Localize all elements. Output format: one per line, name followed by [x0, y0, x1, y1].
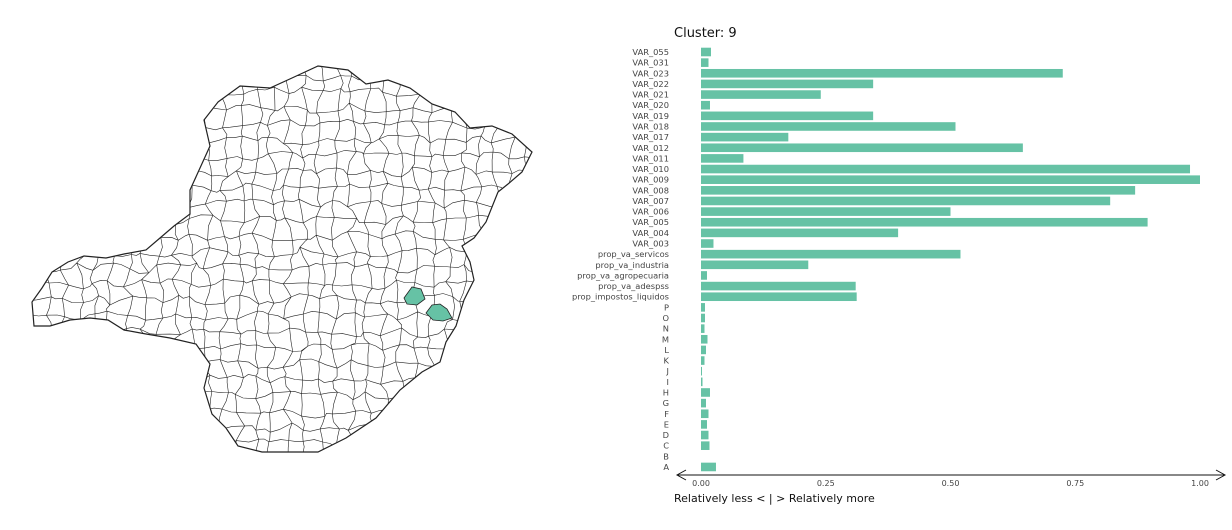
category-label: VAR_017	[632, 132, 669, 142]
category-label: VAR_019	[632, 111, 669, 121]
category-label: VAR_009	[632, 175, 669, 185]
bar	[701, 462, 716, 472]
bar	[701, 132, 789, 142]
category-label: VAR_011	[632, 153, 669, 163]
bar	[701, 228, 899, 238]
bar	[701, 292, 857, 302]
bar	[701, 345, 706, 355]
bar-chart: Cluster: 9 VAR_055VAR_031VAR_023VAR_022V…	[572, 26, 1227, 505]
state-outline	[31, 65, 533, 453]
bar	[701, 409, 709, 419]
chart-title: Cluster: 9	[674, 26, 737, 41]
x-axis-left-arrow	[675, 469, 687, 481]
bar	[701, 196, 1111, 206]
x-tick-label: 0.50	[942, 479, 960, 488]
bar	[701, 47, 711, 57]
map-outline-path	[31, 65, 533, 453]
category-label: VAR_006	[632, 207, 669, 217]
bar	[701, 356, 705, 365]
category-label: VAR_020	[632, 100, 669, 110]
category-label: prop_va_adespss	[598, 281, 669, 291]
x-tick-label: 1.00	[1191, 479, 1209, 488]
category-labels: VAR_055VAR_031VAR_023VAR_022VAR_021VAR_0…	[572, 47, 670, 472]
category-label: D	[663, 430, 669, 440]
category-label: N	[663, 324, 669, 334]
bar	[701, 324, 705, 333]
category-label: P	[664, 302, 669, 312]
bar	[701, 79, 874, 89]
category-label: VAR_008	[632, 185, 669, 195]
bar	[701, 441, 710, 450]
bar	[701, 430, 709, 440]
category-label: G	[663, 398, 669, 408]
bar	[701, 398, 706, 408]
bar	[701, 154, 744, 163]
regional-map	[31, 65, 533, 453]
highlighted-municipality	[403, 286, 426, 306]
category-label: VAR_055	[632, 47, 669, 57]
bar	[701, 303, 705, 312]
bar	[701, 281, 856, 291]
category-label: I	[667, 377, 669, 387]
category-label: VAR_010	[632, 164, 669, 174]
bar	[701, 334, 708, 344]
category-label: VAR_005	[632, 217, 669, 227]
bar	[701, 377, 703, 387]
category-label: VAR_018	[632, 121, 669, 131]
category-label: VAR_007	[632, 196, 669, 206]
bar	[701, 313, 705, 323]
x-axis-label: Relatively less < | > Relatively more	[674, 492, 875, 505]
bar	[701, 239, 714, 248]
category-label: E	[664, 419, 669, 429]
x-tick-label: 0.00	[692, 479, 710, 488]
category-label: J	[666, 366, 669, 376]
bar	[701, 249, 961, 259]
x-tick-labels: 0.00 0.25 0.50 0.75 1.00	[692, 479, 1209, 488]
bar	[701, 164, 1191, 174]
category-label: M	[662, 334, 669, 344]
bar	[701, 260, 809, 270]
category-label: C	[663, 441, 669, 451]
x-tick-label: 0.75	[1066, 479, 1084, 488]
bar	[701, 175, 1200, 184]
highlighted-municipalities	[403, 286, 453, 322]
bar	[701, 366, 702, 376]
category-label: O	[662, 313, 669, 323]
bar	[701, 90, 821, 99]
x-axis: 0.00 0.25 0.50 0.75 1.00	[675, 469, 1227, 488]
category-label: VAR_022	[632, 79, 669, 89]
category-label: VAR_023	[632, 68, 669, 78]
category-label: F	[664, 409, 669, 419]
bar	[701, 100, 710, 110]
category-label: B	[663, 451, 669, 461]
bar	[701, 143, 1023, 153]
bar	[701, 207, 951, 216]
category-label: prop_va_industria	[595, 260, 669, 270]
x-tick-label: 0.25	[817, 479, 835, 488]
category-label: A	[663, 462, 669, 472]
category-label: L	[664, 345, 669, 355]
bars-layer	[701, 47, 1200, 472]
x-axis-right-arrow	[1215, 469, 1227, 481]
category-label: VAR_003	[632, 239, 669, 249]
category-label: prop_impostos_liquidos	[572, 292, 669, 302]
highlighted-municipality	[425, 303, 453, 322]
bar	[701, 122, 956, 131]
bar	[701, 420, 707, 429]
category-label: VAR_004	[632, 228, 669, 238]
category-label: H	[663, 387, 669, 397]
bar	[701, 186, 1136, 195]
category-label: VAR_021	[632, 90, 669, 100]
bar	[701, 111, 874, 121]
bar	[701, 271, 707, 280]
bar	[701, 388, 710, 397]
category-label: prop_va_agropecuaria	[577, 270, 669, 280]
category-label: K	[664, 356, 670, 366]
category-label: VAR_031	[632, 58, 669, 68]
category-label: prop_va_servicos	[598, 249, 669, 259]
bar	[701, 217, 1148, 227]
category-label: VAR_012	[632, 143, 669, 153]
bar	[701, 68, 1063, 78]
bar	[701, 58, 709, 67]
